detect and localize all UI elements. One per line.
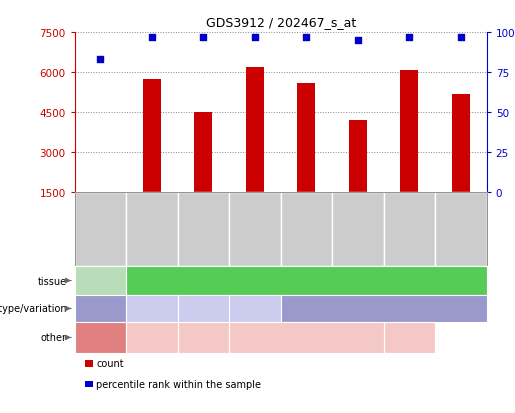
- Text: tumor
secretion
profile:
aldosteron: tumor secretion profile: aldosteron: [185, 324, 222, 351]
- Text: tissue: tissue: [38, 276, 67, 286]
- Text: GSM703792: GSM703792: [302, 209, 311, 250]
- Bar: [91, 195, 109, 232]
- Text: n/a: n/a: [93, 332, 108, 343]
- Text: CTNNB1
mutant
S45P: CTNNB1 mutant S45P: [136, 294, 167, 323]
- Text: GSM703790: GSM703790: [199, 209, 208, 250]
- Bar: [452, 95, 470, 232]
- Bar: [349, 121, 367, 232]
- Text: other: other: [41, 332, 67, 343]
- Point: [354, 38, 362, 44]
- Text: percentile rank within the sample: percentile rank within the sample: [96, 379, 261, 389]
- Text: GSM703789: GSM703789: [147, 209, 157, 250]
- Point: [405, 35, 414, 41]
- Text: tumor
secretion
profile:
aldosteron: tumor secretion profile: aldosteron: [391, 324, 428, 351]
- Bar: [297, 84, 315, 232]
- Point: [96, 57, 105, 63]
- Text: adrenocortical adenomas: adrenocortical adenomas: [235, 276, 377, 286]
- Text: genotype/variation: genotype/variation: [0, 304, 67, 314]
- Text: count: count: [96, 358, 124, 368]
- Text: tumor
secretion
profile:
cortisol: tumor secretion profile: cortisol: [136, 324, 168, 351]
- Text: GSM703793: GSM703793: [353, 209, 363, 250]
- Text: CTNNB1
mutant
S37C: CTNNB1 mutant S37C: [239, 294, 270, 323]
- Text: GSM703795: GSM703795: [456, 209, 466, 250]
- Text: normal
adrenal
glands: normal adrenal glands: [86, 266, 115, 296]
- Point: [302, 35, 311, 41]
- Point: [251, 35, 259, 41]
- Text: wild type
CTNNB1: wild type CTNNB1: [83, 299, 118, 318]
- Text: GSM703794: GSM703794: [405, 209, 414, 250]
- Text: GSM703788: GSM703788: [96, 209, 105, 250]
- Point: [457, 35, 465, 41]
- Bar: [194, 113, 212, 232]
- Bar: [246, 67, 264, 232]
- Text: GSM703791: GSM703791: [250, 209, 260, 250]
- Point: [199, 35, 208, 41]
- Text: CTNNB1
mutant
T41A: CTNNB1 mutant T41A: [188, 294, 219, 323]
- Text: wild type CTNNB1: wild type CTNNB1: [334, 304, 434, 314]
- Bar: [400, 71, 418, 232]
- Text: tumor secretion profile: cortisol: tumor secretion profile: cortisol: [235, 333, 378, 342]
- Bar: [143, 79, 161, 232]
- Title: GDS3912 / 202467_s_at: GDS3912 / 202467_s_at: [205, 16, 356, 29]
- Point: [148, 35, 156, 41]
